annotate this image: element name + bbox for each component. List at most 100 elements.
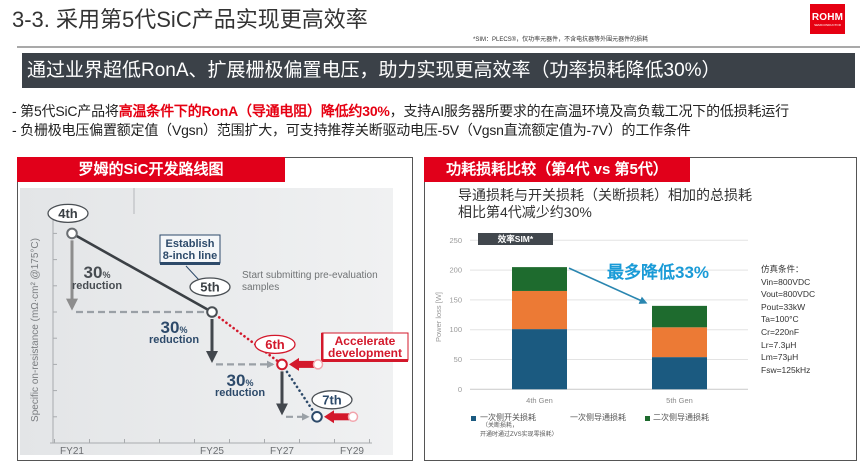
bar-segment — [652, 357, 707, 390]
loss-panel-header: 功耗损耗比较（第4代 vs 第5代） — [424, 157, 690, 182]
establish-connector — [185, 265, 200, 281]
y-axis-label: Specific on-resistance (mΩ·cm² @175°C) — [30, 238, 41, 422]
generation-label-5th: 5th — [200, 280, 220, 295]
generation-point-5th — [206, 306, 218, 318]
reduction-value: 30 — [84, 263, 103, 282]
generation-label-7th: 7th — [322, 392, 342, 407]
generation-label-6th: 6th — [265, 337, 285, 352]
logo-sub: SEMICONDUCTOR — [814, 23, 841, 27]
roadmap-chart: Specific on-resistance (mΩ·cm² @175°C) F… — [20, 188, 409, 457]
accelerate-arrow-shaft — [297, 360, 314, 368]
reduction-value: 30 — [227, 371, 246, 390]
establish-note-line-1: Establish — [166, 238, 215, 250]
logo-name: ROHM — [811, 12, 844, 23]
reduction-percent: 30% — [84, 263, 111, 282]
accelerate-note-underline — [322, 359, 408, 362]
bar-segment — [652, 305, 707, 328]
condition-fsw: Fsw=125kHz — [761, 364, 811, 375]
y-tick-label: 200 — [449, 266, 462, 275]
generation-label-bubble — [47, 203, 89, 224]
legend-label-primary-conduction: 一次侧导通损耗 — [570, 413, 626, 422]
condition-vout: Vout=800VDC — [761, 289, 816, 300]
generation-point-7th — [311, 411, 323, 423]
reduction-unit: % — [179, 325, 187, 335]
establish-note-box — [159, 234, 221, 264]
legend-label-primary-switching: 一次侧开关损耗 — [480, 413, 536, 422]
bullet-2: - 负栅极电压偏置额定值（Vgsn）范围扩大，可支持推荐关断驱动电压-5V（Vg… — [12, 121, 691, 139]
accelerate-note-line-1: Accelerate — [335, 334, 396, 348]
condition-pout: Pout=33kW — [761, 301, 806, 312]
efficiency-sim-badge: 效率SIM* — [478, 233, 553, 245]
y-tick-label: 50 — [454, 355, 462, 364]
subtitle-line-2: 相比第4代减少约30% — [458, 204, 592, 220]
sim-footnote: *SIM：PLECS®，仅功率元器件，不含电抗器等外围元器件的损耗 — [473, 37, 649, 43]
x-category-label: 5th Gen — [666, 396, 693, 405]
reduction-value: 30 — [161, 318, 180, 337]
accelerate-note-line-2: development — [328, 346, 402, 360]
generation-point-4th — [66, 227, 78, 240]
simulation-conditions: 仿真条件： Vin=800VDC Vout=800VDC Pout=33kW T… — [761, 263, 815, 376]
subtitle-line-1: 导通损耗与开关损耗（关断损耗）相加的总损耗 — [458, 187, 752, 203]
bar-segment — [512, 290, 567, 330]
roadmap-segment — [280, 363, 319, 419]
reduction-unit: % — [102, 270, 110, 280]
bar-segment — [652, 327, 707, 358]
reduction-text: reduction — [215, 387, 265, 399]
legend-note-2: 开通时通过ZVS实现零损耗） — [480, 432, 558, 438]
loss-plot: 0 50 100 150 200 250 4th Gen 5th Gen — [449, 236, 748, 405]
roadmap-segment — [70, 232, 214, 314]
bullet-1-suffix: ，支持AI服务器所要求的在高温环境及高负载工况下的低损耗运行 — [389, 103, 789, 119]
rohm-logo: ROHM SEMICONDUCTOR — [810, 4, 845, 34]
conditions-heading: 仿真条件： — [761, 264, 804, 274]
bullet-1: - 第5代SiC产品将高温条件下的RonA（导通电阻）降低约30%，支持AI服务… — [12, 102, 789, 120]
reduction-percent: 30% — [161, 318, 188, 337]
generation-point-6th — [276, 358, 288, 371]
reduction-text: reduction — [72, 280, 122, 292]
reduction-callout: 最多降低33% — [607, 262, 709, 282]
x-tick-label-fy27: FY27 — [270, 446, 294, 457]
condition-lm: Lm=73μH — [761, 352, 799, 363]
accelerate-arrow-tail-icon — [347, 411, 359, 423]
sample-note-line-1: Start submitting pre-evaluation — [242, 270, 378, 281]
roadmap-panel-header: 罗姆的SiC开发路线图 — [17, 157, 285, 182]
y-tick-label: 100 — [449, 325, 462, 334]
y-tick-label: 150 — [449, 295, 462, 304]
condition-ta: Ta=100°C — [761, 314, 799, 325]
condition-cr: Cr=220nF — [761, 326, 800, 337]
reduction-unit: % — [245, 378, 253, 388]
generation-label-bubble — [311, 390, 353, 410]
establish-note-line-2: 8-inch line — [163, 250, 217, 262]
reduction-percent: 30% — [227, 371, 254, 390]
legend-label-secondary-conduction: 二次侧导通损耗 — [653, 413, 709, 422]
bullet-1-highlight: 高温条件下的RonA（导通电阻）降低约30% — [118, 103, 390, 119]
reduction-trend-arrow — [568, 267, 648, 304]
generation-label-bubble — [189, 277, 231, 297]
reduction-text: reduction — [149, 334, 199, 346]
y-tick-label: 250 — [449, 236, 462, 245]
legend-swatch-primary-switching — [471, 416, 476, 421]
roadmap-segment — [210, 310, 284, 366]
title-divider — [17, 46, 860, 48]
condition-vin: Vin=800VDC — [761, 276, 811, 287]
condition-lr: Lr=7.3μH — [761, 339, 797, 350]
bar-segment — [512, 267, 567, 291]
accelerate-arrow-shaft — [332, 413, 349, 421]
x-tick-label-fy21: FY21 — [60, 446, 84, 457]
bullet-1-prefix: - 第5代SiC产品将 — [12, 103, 119, 119]
loss-panel-subtitle: 导通损耗与开关损耗（关断损耗）相加的总损耗 相比第4代减少约30% — [458, 187, 752, 221]
legend-note-1: （关断损耗， — [482, 423, 519, 429]
legend-swatch-secondary-conduction — [645, 416, 650, 421]
accelerate-arrow-head-icon — [289, 357, 299, 371]
x-tick-label-fy25: FY25 — [200, 446, 224, 457]
accelerate-note-leftbar — [321, 333, 324, 362]
bullet-2-text: - 负栅极电压偏置额定值（Vgsn）范围扩大，可支持推荐关断驱动电压-5V（Vg… — [12, 122, 691, 138]
loss-panel — [424, 157, 857, 461]
roadmap-plot-background — [20, 188, 393, 455]
accelerate-arrow-head-icon — [324, 410, 334, 424]
loss-y-axis-label: Power loss [W] — [434, 292, 443, 342]
generation-label-bubble — [254, 334, 296, 355]
key-message-banner: 通过业界超低RonA、扩展栅极偏置电压，助力实现更高效率（功率损耗降低30%） — [22, 53, 855, 88]
accelerate-arrow-tail-icon — [312, 359, 324, 370]
slide-title: 3-3. 采用第5代SiC产品实现更高效率 — [12, 7, 368, 32]
x-category-label: 4th Gen — [526, 396, 553, 405]
